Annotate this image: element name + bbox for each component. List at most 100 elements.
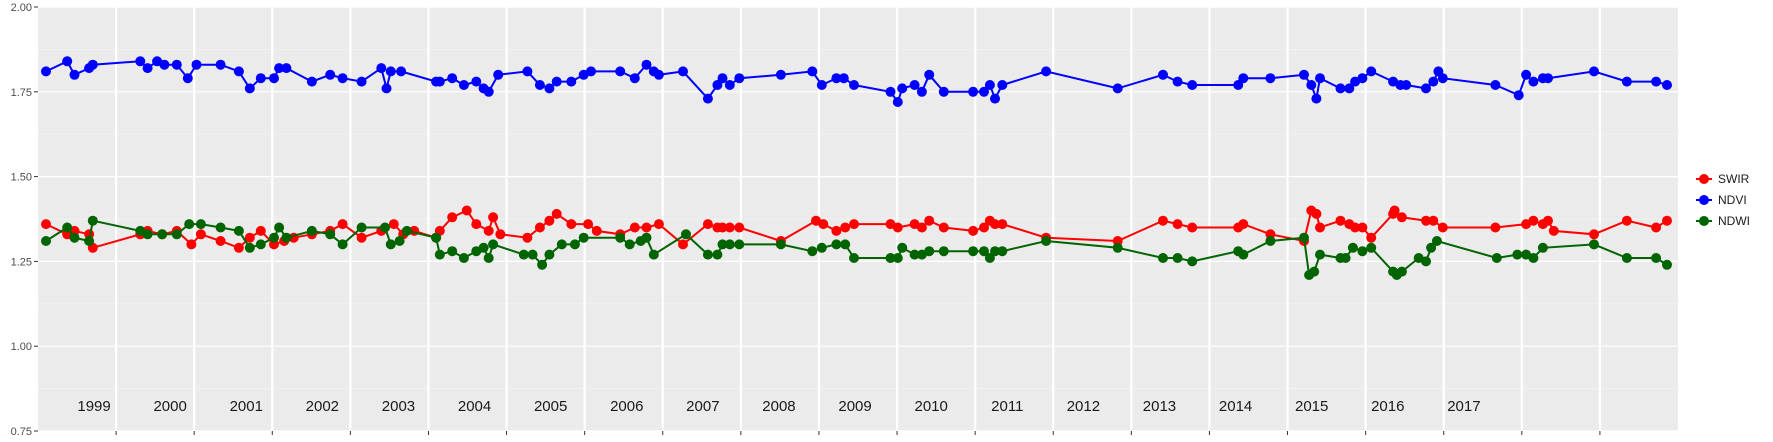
ndwi-point bbox=[401, 225, 412, 236]
year-label-2000: 2000 bbox=[153, 398, 186, 415]
ndvi-point bbox=[41, 66, 51, 77]
ndwi-point bbox=[87, 215, 98, 226]
ndwi-point bbox=[1340, 253, 1351, 263]
swir-point bbox=[1172, 219, 1183, 230]
ndvi-point bbox=[924, 69, 935, 80]
ndwi-point bbox=[1357, 246, 1368, 257]
ndvi-point bbox=[849, 80, 859, 90]
ndvi-point bbox=[1528, 76, 1539, 87]
swir-point bbox=[461, 205, 472, 216]
ndvi-point bbox=[831, 73, 842, 84]
ndvi-point bbox=[838, 73, 849, 84]
ndwi-point bbox=[380, 222, 390, 233]
legend-item-ndvi: NDVI bbox=[1696, 193, 1747, 207]
ndwi-point bbox=[325, 229, 336, 240]
ndvi-point bbox=[678, 66, 688, 77]
ndwi-point bbox=[712, 249, 723, 260]
ndvi-point bbox=[434, 76, 445, 87]
ndvi-point bbox=[641, 59, 652, 70]
ndwi-point bbox=[569, 239, 580, 250]
ndwi-point bbox=[431, 232, 442, 243]
ndvi-point bbox=[182, 73, 193, 84]
ndwi-point bbox=[274, 222, 285, 233]
ndvi-point bbox=[269, 73, 279, 84]
year-label-2003: 2003 bbox=[382, 398, 415, 415]
swir-point bbox=[1437, 222, 1448, 233]
ndvi-point bbox=[566, 76, 577, 87]
swir-point bbox=[717, 222, 728, 233]
swir-point bbox=[583, 219, 594, 230]
ndwi-point bbox=[648, 249, 659, 260]
ndwi-point bbox=[356, 222, 367, 233]
ndwi-point bbox=[979, 246, 989, 257]
ndwi-point bbox=[775, 239, 786, 250]
ndwi-point bbox=[41, 236, 51, 246]
ndvi-point bbox=[885, 86, 896, 97]
ndwi-point bbox=[641, 232, 652, 243]
swir-point bbox=[337, 219, 348, 230]
swir-point bbox=[916, 222, 927, 233]
ndvi-point bbox=[775, 69, 786, 80]
ndvi-point bbox=[1513, 90, 1524, 101]
year-label-2008: 2008 bbox=[762, 398, 795, 415]
ndvi-point bbox=[1437, 73, 1448, 84]
legend-label: NDVI bbox=[1718, 193, 1747, 207]
swir-point bbox=[591, 225, 602, 236]
ndvi-point bbox=[255, 73, 266, 84]
ndwi-point bbox=[1512, 249, 1523, 260]
swir-point bbox=[495, 229, 506, 240]
ndvi-point bbox=[135, 56, 146, 67]
y-tick-label: 0.75 bbox=[11, 426, 32, 438]
ndwi-point bbox=[681, 229, 691, 240]
ndvi-point bbox=[1172, 76, 1183, 87]
ndwi-point bbox=[1528, 253, 1539, 263]
ndwi-point bbox=[84, 236, 95, 246]
ndvi-point bbox=[1428, 76, 1439, 87]
swir-point bbox=[215, 236, 226, 246]
axes: 0.75 1.00 1.25 1.50 1.75 2.00 bbox=[11, 2, 1601, 438]
ndvi-point bbox=[534, 80, 545, 90]
ndvi-point bbox=[968, 86, 979, 97]
ndwi-point bbox=[1041, 236, 1052, 246]
swir-point bbox=[1543, 215, 1553, 226]
swir-point bbox=[997, 219, 1008, 230]
swir-point bbox=[724, 222, 735, 233]
series-swir bbox=[41, 205, 1672, 253]
swir-point bbox=[924, 215, 935, 226]
ndwi-point bbox=[1158, 253, 1168, 263]
data-series bbox=[41, 56, 1672, 280]
ndvi-point bbox=[69, 69, 80, 80]
swir-point bbox=[938, 222, 949, 233]
swir-point bbox=[471, 219, 482, 230]
ndwi-point bbox=[518, 249, 529, 260]
ndwi-point bbox=[527, 249, 538, 260]
year-label-2012: 2012 bbox=[1067, 398, 1100, 415]
swir-point bbox=[979, 222, 989, 233]
ndwi-point bbox=[434, 249, 445, 260]
ndwi-point bbox=[269, 232, 279, 243]
ndwi-point bbox=[724, 239, 735, 250]
ndwi-point bbox=[157, 229, 168, 240]
legend-key-point bbox=[1699, 216, 1709, 226]
ndvi-point bbox=[1335, 83, 1346, 94]
ndwi-point bbox=[1238, 249, 1249, 260]
ndwi-point bbox=[1537, 242, 1548, 253]
ndwi-point bbox=[478, 242, 489, 253]
ndwi-point bbox=[816, 242, 827, 253]
legend-key-point bbox=[1699, 195, 1709, 205]
swir-point bbox=[1350, 222, 1361, 233]
ndvi-point bbox=[629, 73, 640, 84]
ndvi-point bbox=[916, 86, 927, 97]
series-ndvi bbox=[41, 56, 1672, 107]
ndwi-point bbox=[255, 239, 266, 250]
ndvi-point bbox=[615, 66, 626, 77]
ndvi-point bbox=[244, 83, 255, 94]
ndvi-point bbox=[1311, 93, 1322, 104]
legend-label: SWIR bbox=[1718, 172, 1750, 186]
swir-point bbox=[678, 239, 688, 250]
swir-point bbox=[968, 225, 979, 236]
ndvi-point bbox=[1401, 80, 1412, 90]
ndvi-point bbox=[1315, 73, 1325, 84]
ndwi-point bbox=[195, 219, 206, 230]
swir-point bbox=[186, 239, 197, 250]
